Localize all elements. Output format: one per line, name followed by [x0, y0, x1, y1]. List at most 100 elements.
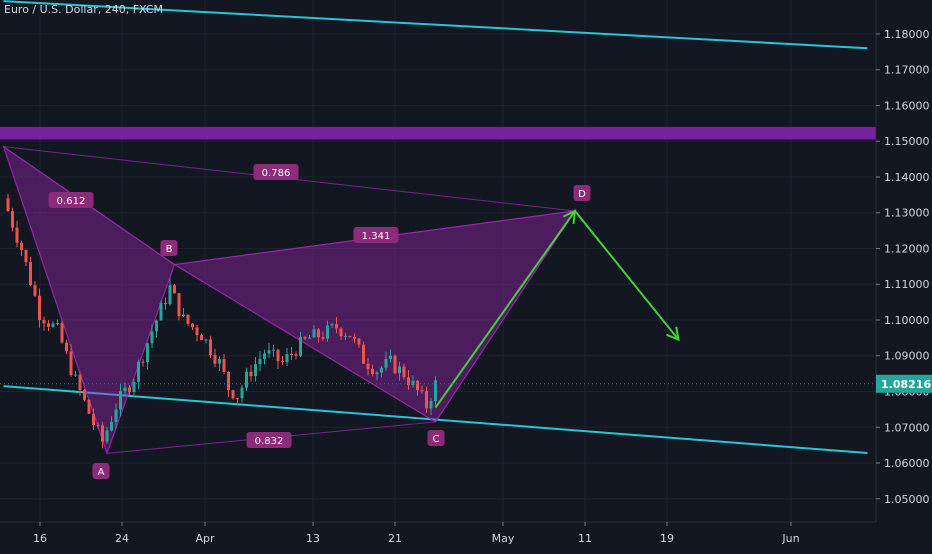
resistance-zone-layer [0, 126, 876, 140]
price-tick-label: 1.16000 [884, 99, 930, 112]
candle-body [20, 242, 23, 250]
candle-body [110, 421, 113, 431]
candle-body [119, 391, 122, 410]
candle-body [384, 359, 388, 368]
candle-body [245, 371, 248, 388]
candle-body [330, 324, 334, 326]
candle-body [411, 380, 415, 386]
pattern-point-d-box[interactable] [573, 185, 591, 201]
pattern-point-a-text: A [98, 467, 105, 478]
candle-body [366, 363, 370, 369]
candle-body [24, 249, 28, 263]
candle-body [249, 371, 253, 377]
ratio-label[interactable]: 0.612 [48, 192, 94, 208]
price-tick-label: 1.12000 [884, 242, 930, 255]
candle-body [425, 391, 428, 409]
symbol-title[interactable]: Euro / U.S. Dollar, 240, FXCM [4, 3, 163, 16]
price-tick-label: 1.17000 [884, 64, 930, 77]
candle-body [101, 425, 104, 442]
time-tick-label: 13 [306, 532, 320, 545]
candle-body [344, 335, 347, 337]
time-tick-label: 24 [115, 532, 129, 545]
candle-body [285, 354, 289, 363]
candle-body [326, 325, 329, 339]
candle-body [222, 359, 226, 372]
pattern-point-d-text: D [578, 189, 586, 200]
channel-upper-line[interactable] [3, 0, 868, 50]
price-tick-label: 1.05000 [884, 493, 930, 506]
projection-arrow-down-head[interactable] [666, 326, 680, 342]
candle-body [339, 328, 343, 337]
ratio-label[interactable]: 1.341 [353, 227, 399, 243]
price-tick-label: 1.18000 [884, 28, 930, 41]
ratio-label-box[interactable] [253, 164, 299, 180]
time-tick-label: 21 [388, 532, 402, 545]
projection-arrow-up-head[interactable] [562, 209, 577, 224]
pattern-point-c-box[interactable] [427, 430, 445, 446]
candle-body [191, 323, 194, 328]
pattern-labels-layer: A B C D 0.612 0.786 1.341 0.832 [48, 164, 591, 479]
grid [0, 0, 876, 522]
candle-body [204, 339, 208, 341]
candle-body [78, 374, 82, 390]
pattern-point-a[interactable]: A [92, 463, 110, 479]
candle-body [141, 361, 145, 363]
candle-body [218, 359, 221, 364]
channel-lower-line[interactable] [3, 385, 868, 454]
ratio-label-box[interactable] [353, 227, 399, 243]
price-tick-label: 1.14000 [884, 171, 930, 184]
ratio-label[interactable]: 0.832 [246, 432, 292, 448]
candle-body [146, 343, 149, 362]
candle-body [281, 361, 284, 363]
candle-body [321, 337, 325, 339]
pattern-point-c[interactable]: C [427, 430, 445, 446]
candle-body [29, 262, 32, 285]
candle-body [375, 372, 379, 375]
candle-body [65, 342, 68, 352]
candle-body [209, 339, 212, 355]
pattern-point-a-box[interactable] [92, 463, 110, 479]
candle-body [132, 381, 136, 393]
ratio-label-text: 1.341 [362, 231, 391, 242]
candle-body [150, 331, 154, 344]
time-tick-label: 19 [660, 532, 674, 545]
candle-body [254, 364, 257, 377]
candle-body [308, 337, 311, 339]
candle-body [6, 198, 10, 212]
candle-body [429, 401, 433, 409]
ratio-label-box[interactable] [48, 192, 94, 208]
price-tick-label: 1.06000 [884, 457, 930, 470]
candle-body [69, 351, 73, 376]
pattern-point-b[interactable]: B [160, 240, 178, 256]
ratio-label-text: 0.612 [57, 196, 86, 207]
candle-body [38, 295, 41, 321]
candle-body [290, 354, 293, 356]
candle-body [276, 349, 280, 362]
candle-body [317, 329, 320, 338]
pattern-point-b-box[interactable] [160, 240, 178, 256]
candle-body [56, 322, 59, 324]
candle-body [335, 324, 338, 329]
candle-body [177, 293, 181, 316]
current-price-text: 1.08216 [881, 378, 931, 391]
time-tick-label: Apr [195, 532, 215, 545]
resistance-zone [0, 126, 876, 140]
pattern-point-d[interactable]: D [573, 185, 591, 201]
ratio-label-box[interactable] [246, 432, 292, 448]
candle-body [47, 323, 50, 327]
candle-body [87, 399, 91, 414]
candle-body [164, 302, 167, 305]
current-price-badge[interactable] [876, 374, 932, 393]
candle-body [159, 302, 163, 321]
candle-body [168, 285, 172, 305]
candle-body [420, 390, 424, 392]
ratio-label[interactable]: 0.786 [253, 164, 299, 180]
candle-body [236, 398, 239, 400]
candle-body [114, 409, 118, 422]
candle-body [362, 344, 365, 364]
candle-body [416, 380, 419, 391]
candle-body [123, 387, 127, 392]
